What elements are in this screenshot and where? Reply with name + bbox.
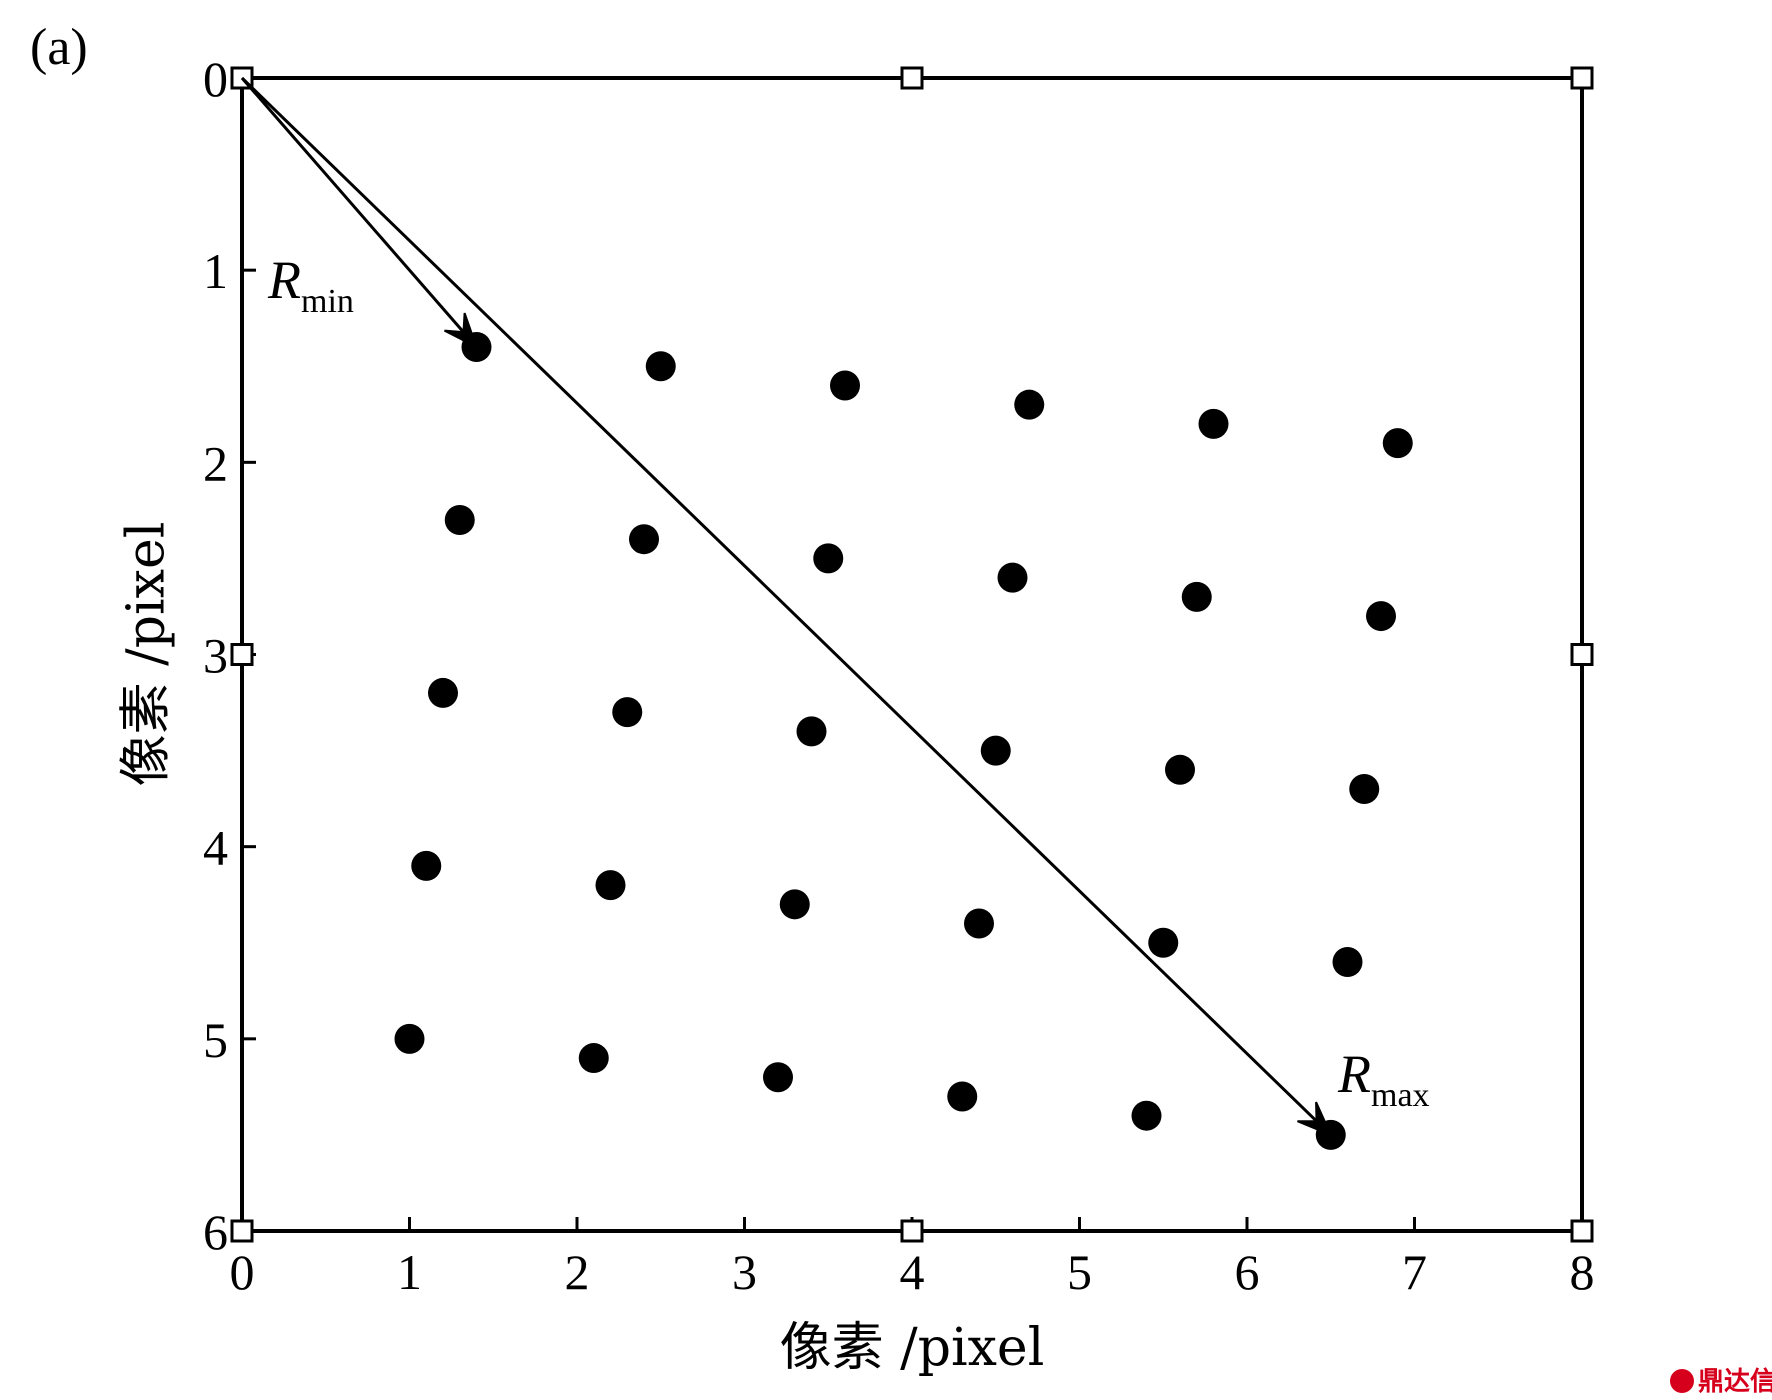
square-marker (1570, 643, 1594, 666)
data-point (645, 351, 676, 382)
r-max-label: Rmax (1337, 1044, 1430, 1114)
x-tick-label: 8 (1570, 1244, 1595, 1300)
watermark: 鼎达信 (1670, 1367, 1772, 1397)
data-point (428, 677, 458, 708)
y-tick-label: 6 (203, 1204, 228, 1260)
y-tick-label: 3 (203, 628, 228, 684)
square-marker (900, 66, 924, 90)
square-marker (230, 1219, 254, 1243)
data-point (1131, 1100, 1162, 1131)
r-max-arrow-line (240, 76, 1332, 1136)
watermark-text: 鼎达信 (1698, 1367, 1772, 1397)
y-tick-label: 0 (203, 51, 228, 107)
data-point (578, 1043, 609, 1074)
r-min-arrow-line (240, 77, 478, 349)
data-point (1148, 927, 1179, 958)
square-marker (230, 643, 254, 666)
data-point (461, 332, 492, 363)
y-tick-label: 5 (203, 1012, 228, 1068)
y-tick-label: 2 (203, 435, 228, 491)
data-point (1366, 601, 1396, 632)
data-point (1349, 774, 1380, 805)
x-tick-label: 7 (1402, 1244, 1427, 1300)
data-point (947, 1081, 978, 1112)
x-axis-label: 像素 /pixel (780, 1318, 1045, 1378)
data-point (1198, 408, 1229, 439)
x-tick-label: 2 (565, 1244, 590, 1300)
data-point (629, 524, 659, 555)
data-point (830, 370, 860, 401)
data-point (1181, 581, 1212, 612)
data-point (813, 543, 844, 574)
y-axis-label: 像素 /pixel (117, 522, 177, 787)
square-markers (230, 66, 1594, 1243)
x-tick-label: 5 (1067, 1244, 1092, 1300)
x-tick-label: 6 (1235, 1244, 1260, 1300)
data-point (1165, 754, 1195, 785)
data-point (1014, 389, 1045, 420)
r-min-label: Rmin (267, 250, 354, 320)
data-points (394, 332, 1413, 1150)
data-point (763, 1062, 793, 1093)
square-marker (1570, 1219, 1594, 1243)
data-point (394, 1023, 425, 1054)
data-point (1315, 1119, 1346, 1150)
data-point (411, 850, 442, 881)
x-tick-label: 3 (732, 1244, 757, 1300)
data-point (1382, 428, 1413, 459)
y-tick-label: 1 (203, 243, 228, 299)
x-tick-label: 0 (230, 1244, 255, 1300)
data-point (980, 735, 1011, 766)
data-point (1332, 946, 1363, 977)
x-tick-label: 4 (900, 1244, 925, 1300)
square-marker (1570, 66, 1594, 90)
data-point (612, 697, 643, 728)
y-tick-label: 4 (203, 820, 228, 876)
x-tick-label: 1 (397, 1244, 422, 1300)
annotation-arrows (240, 76, 1333, 1137)
data-point (779, 889, 810, 920)
watermark-logo-icon (1670, 1369, 1694, 1393)
data-point (796, 716, 827, 747)
square-marker (900, 1219, 924, 1243)
panel-label: (a) (30, 19, 88, 76)
data-point (997, 562, 1028, 593)
data-point (595, 870, 626, 901)
data-point (964, 908, 994, 939)
x-axis: 0 1 2 3 4 5 6 7 8 (230, 1217, 1595, 1300)
data-point (444, 504, 475, 535)
plot-frame (240, 76, 1584, 1233)
